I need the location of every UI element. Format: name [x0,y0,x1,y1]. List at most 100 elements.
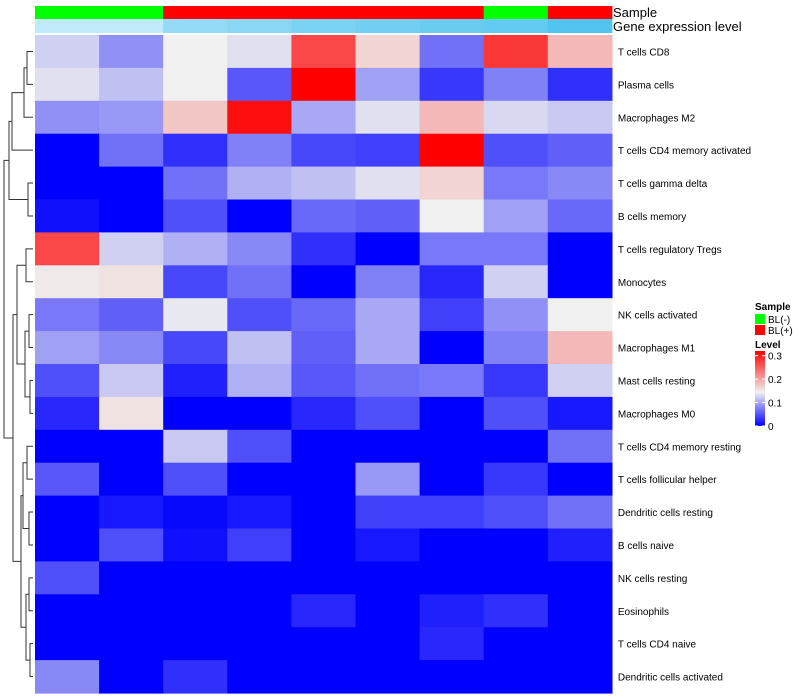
heatmap-cell [419,232,485,266]
heatmap-cell [355,594,421,628]
heatmap-cell [99,199,164,233]
heatmap-cell [291,199,357,233]
heatmap-cell [99,67,164,102]
legend-level-ticks: 0.3 0.2 0.1 0 [755,352,782,433]
heatmap-cell [35,199,100,233]
heatmap-cell [547,100,613,135]
legend-level-tick-label: 0.2 [768,375,782,386]
heatmap-cell [483,396,549,431]
dendrogram-branch [29,643,33,678]
heatmap-cell [547,298,613,332]
heatmap-cell [547,660,613,694]
heatmap-cell [547,627,613,661]
row-label: T cells CD4 memory resting [618,442,741,453]
row-label: Macrophages M2 [618,113,696,124]
heatmap-cell [227,35,292,69]
heatmap-cell [163,627,228,661]
row-label: T cells CD4 memory activated [618,146,751,157]
heatmap-cell [163,100,228,135]
heatmap-cell [99,331,164,365]
heatmap-cell [163,429,228,464]
heatmap-cell [483,660,549,694]
heatmap-cell [355,561,421,595]
heatmap-cell [291,331,357,365]
dendrogram-branch [27,182,33,217]
heatmap-cell [291,660,357,694]
dendrogram-branch [12,314,21,562]
sample-annotation-cell [163,6,228,19]
heatmap-cell [419,364,485,398]
heatmap-cell [547,561,613,595]
heatmap-cell [355,35,421,69]
heatmap-cell [291,265,357,299]
expression-level-annotation-cell [483,19,549,33]
heatmap-cell [291,627,357,661]
heatmap-cell [419,627,485,661]
heatmap-cell [291,561,357,595]
heatmap-cell [483,429,549,464]
heatmap-cell [483,35,549,69]
heatmap-cell [227,364,292,398]
legend-sample-title: Sample [755,302,791,313]
heatmap-cell [291,298,357,332]
annotation-tracks [35,6,613,33]
heatmap-cell [163,331,228,365]
dendrogram-branch [29,379,33,414]
heatmap-cell [355,166,421,201]
heatmap-cell [483,561,549,595]
heatmap-cell [163,199,228,233]
heatmap-cell [35,594,100,628]
row-label: Monocytes [618,278,666,289]
heatmap-cell [227,660,292,694]
row-label: Mast cells resting [618,376,695,387]
heatmap-cell [99,133,164,168]
sample-annotation-cell [355,6,421,19]
heatmap-cell [483,364,549,398]
heatmap-cell [99,495,164,530]
heatmap-cell [419,100,485,135]
legend-level-colorbar [755,351,765,426]
heatmap-cell [35,35,100,69]
heatmap-cell [419,660,485,694]
dendrogram-branch [28,314,33,349]
heatmap-cell [483,232,549,266]
annotation-label-sample: Sample [613,5,657,20]
heatmap-cell [483,133,549,168]
dendrogram-branch [26,50,33,85]
heatmap-cell [99,627,164,661]
heatmap-cell [163,298,228,332]
heatmap-cell [483,298,549,332]
heatmap-cell [547,133,613,168]
heatmap-cell [419,429,485,464]
legend-level-tick-label: 0.1 [768,399,782,410]
heatmap-cell [355,199,421,233]
heatmap-cell [291,396,357,431]
heatmap-cell [483,528,549,562]
heatmap-cell [163,495,228,530]
row-label: Macrophages M0 [618,409,696,420]
heatmap-cell [99,561,164,595]
heatmap-cell [547,528,613,562]
heatmap-cell [35,67,100,102]
heatmap-cell [547,67,613,102]
row-labels: T cells CD8 Plasma cells Macrophages M2 T c… [618,47,751,683]
heatmap-cell [163,594,228,628]
heatmap-cell [227,166,292,201]
heatmap-cell [355,67,421,102]
heatmap-cell [227,265,292,299]
heatmap-cell [483,627,549,661]
heatmap-cell [483,67,549,102]
heatmap-cell [291,67,357,102]
expression-level-annotation-cell [99,19,164,33]
legend-level-title: Level [755,340,781,351]
heatmap-cell [99,232,164,266]
heatmap-cell [355,396,421,431]
heatmap-cell [419,528,485,562]
expression-level-annotation-cell [227,19,292,33]
sample-annotation-cell [483,6,549,19]
heatmap-cell [419,298,485,332]
heatmap-cell [35,265,100,299]
heatmap-cell [227,495,292,530]
heatmap-cell [35,396,100,431]
sample-annotation-cell [99,6,164,19]
